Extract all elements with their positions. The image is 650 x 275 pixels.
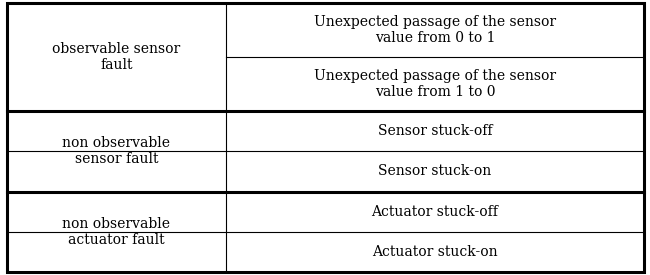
Text: Sensor stuck-on: Sensor stuck-on: [378, 164, 491, 178]
Text: Actuator stuck-off: Actuator stuck-off: [371, 205, 499, 219]
Text: Unexpected passage of the sensor
value from 0 to 1: Unexpected passage of the sensor value f…: [314, 15, 556, 45]
Text: Actuator stuck-on: Actuator stuck-on: [372, 245, 498, 259]
Text: Unexpected passage of the sensor
value from 1 to 0: Unexpected passage of the sensor value f…: [314, 69, 556, 99]
Text: Sensor stuck-off: Sensor stuck-off: [378, 124, 492, 138]
Text: non observable
sensor fault: non observable sensor fault: [62, 136, 170, 166]
Text: observable sensor
fault: observable sensor fault: [52, 42, 181, 72]
Text: non observable
actuator fault: non observable actuator fault: [62, 217, 170, 247]
